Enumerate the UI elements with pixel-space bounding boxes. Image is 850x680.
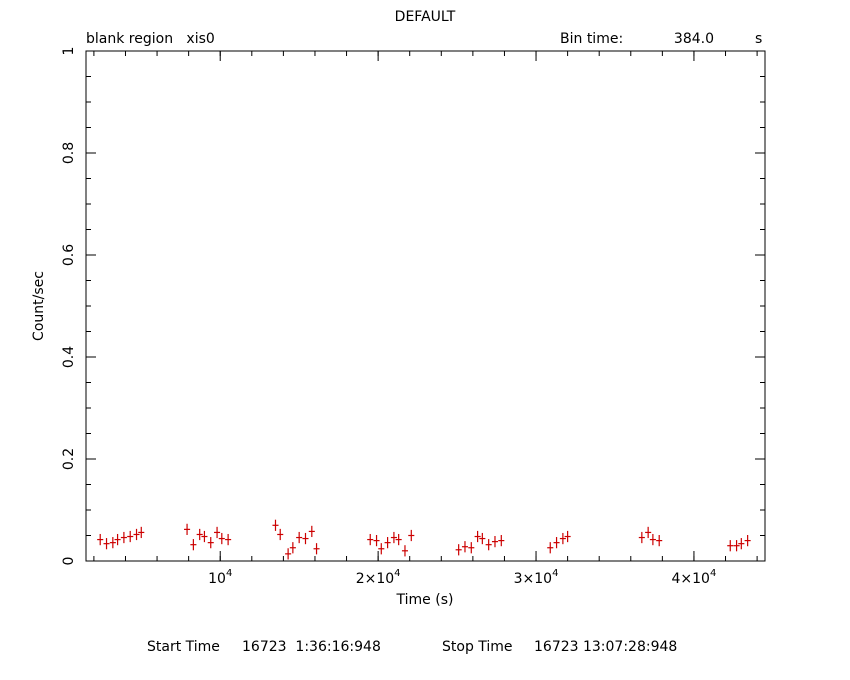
data-point: [308, 525, 315, 538]
data-point: [313, 543, 320, 555]
data-point: [727, 540, 734, 552]
data-point: [468, 542, 475, 554]
data-point: [559, 532, 566, 545]
y-axis-label: Count/sec: [31, 271, 47, 341]
data-point: [133, 528, 140, 541]
data-point: [272, 519, 279, 531]
data-point: [285, 548, 292, 560]
data-point: [218, 532, 225, 545]
stop-time-value: 16723 13:07:28:948: [534, 639, 677, 655]
x-axis-label: Time (s): [396, 592, 454, 608]
data-point: [184, 523, 191, 535]
data-point: [367, 533, 374, 546]
data-point: [733, 540, 740, 552]
data-point: [103, 538, 110, 550]
data-point: [109, 537, 116, 549]
data-point: [564, 530, 571, 543]
data-point: [296, 531, 303, 544]
region-label: blank region xis0: [86, 31, 215, 47]
data-point: [479, 532, 486, 545]
data-point: [461, 541, 469, 553]
y-tick-label: 0: [61, 557, 77, 566]
data-point: [384, 537, 391, 549]
data-point: [225, 533, 232, 546]
data-point: [401, 545, 409, 557]
data-point: [656, 534, 663, 547]
data-point: [378, 543, 385, 555]
data-point: [120, 531, 127, 544]
y-tick-label: 0.6: [61, 244, 77, 266]
data-point: [190, 539, 197, 551]
x-tick-label: 2×104: [356, 568, 401, 587]
y-tick-label: 0.2: [61, 448, 77, 470]
x-tick-label: 3×104: [514, 568, 559, 587]
bin-time-value: 384.0: [674, 31, 714, 47]
data-point: [390, 531, 397, 544]
data-point: [645, 526, 652, 539]
data-point: [498, 534, 505, 547]
start-time-value: 16723 1:36:16:948: [242, 639, 381, 655]
stop-time-label: Stop Time: [442, 639, 513, 655]
data-point: [196, 528, 203, 541]
data-point: [302, 532, 309, 545]
data-points: [97, 519, 751, 560]
data-point: [138, 526, 145, 539]
chart-title: DEFAULT: [395, 9, 456, 25]
data-point: [373, 534, 380, 547]
data-point: [114, 533, 121, 546]
data-point: [289, 542, 296, 554]
y-tick-labels: 0 0.2 0.4 0.6 0.8 1: [61, 47, 77, 566]
data-point: [649, 533, 656, 546]
y-tick-label: 0.8: [61, 142, 77, 164]
plot-frame: [85, 50, 766, 562]
bin-time-label: Bin time:: [560, 31, 623, 47]
start-time-label: Start Time: [147, 639, 220, 655]
data-point: [547, 542, 554, 554]
data-point: [127, 530, 134, 543]
bin-time-unit: s: [755, 31, 762, 47]
data-point: [214, 526, 221, 539]
data-point: [455, 544, 462, 556]
data-point: [738, 538, 745, 550]
data-point: [485, 539, 492, 551]
data-point: [201, 530, 208, 543]
data-point: [491, 536, 499, 548]
x-tick-label: 104: [208, 568, 232, 587]
data-point: [207, 537, 214, 549]
data-point: [408, 529, 415, 542]
data-point: [97, 533, 104, 546]
data-point: [744, 534, 751, 547]
y-tick-label: 0.4: [61, 346, 77, 368]
axis-ticks: [86, 50, 765, 562]
y-tick-label: 1: [61, 47, 77, 56]
data-point: [638, 531, 645, 544]
data-point: [553, 537, 560, 549]
x-tick-label: 4×104: [672, 568, 717, 587]
data-point: [474, 530, 481, 543]
data-point: [277, 528, 284, 541]
data-point: [395, 533, 402, 546]
x-tick-labels: 104 2×104 3×104 4×104: [208, 568, 716, 587]
